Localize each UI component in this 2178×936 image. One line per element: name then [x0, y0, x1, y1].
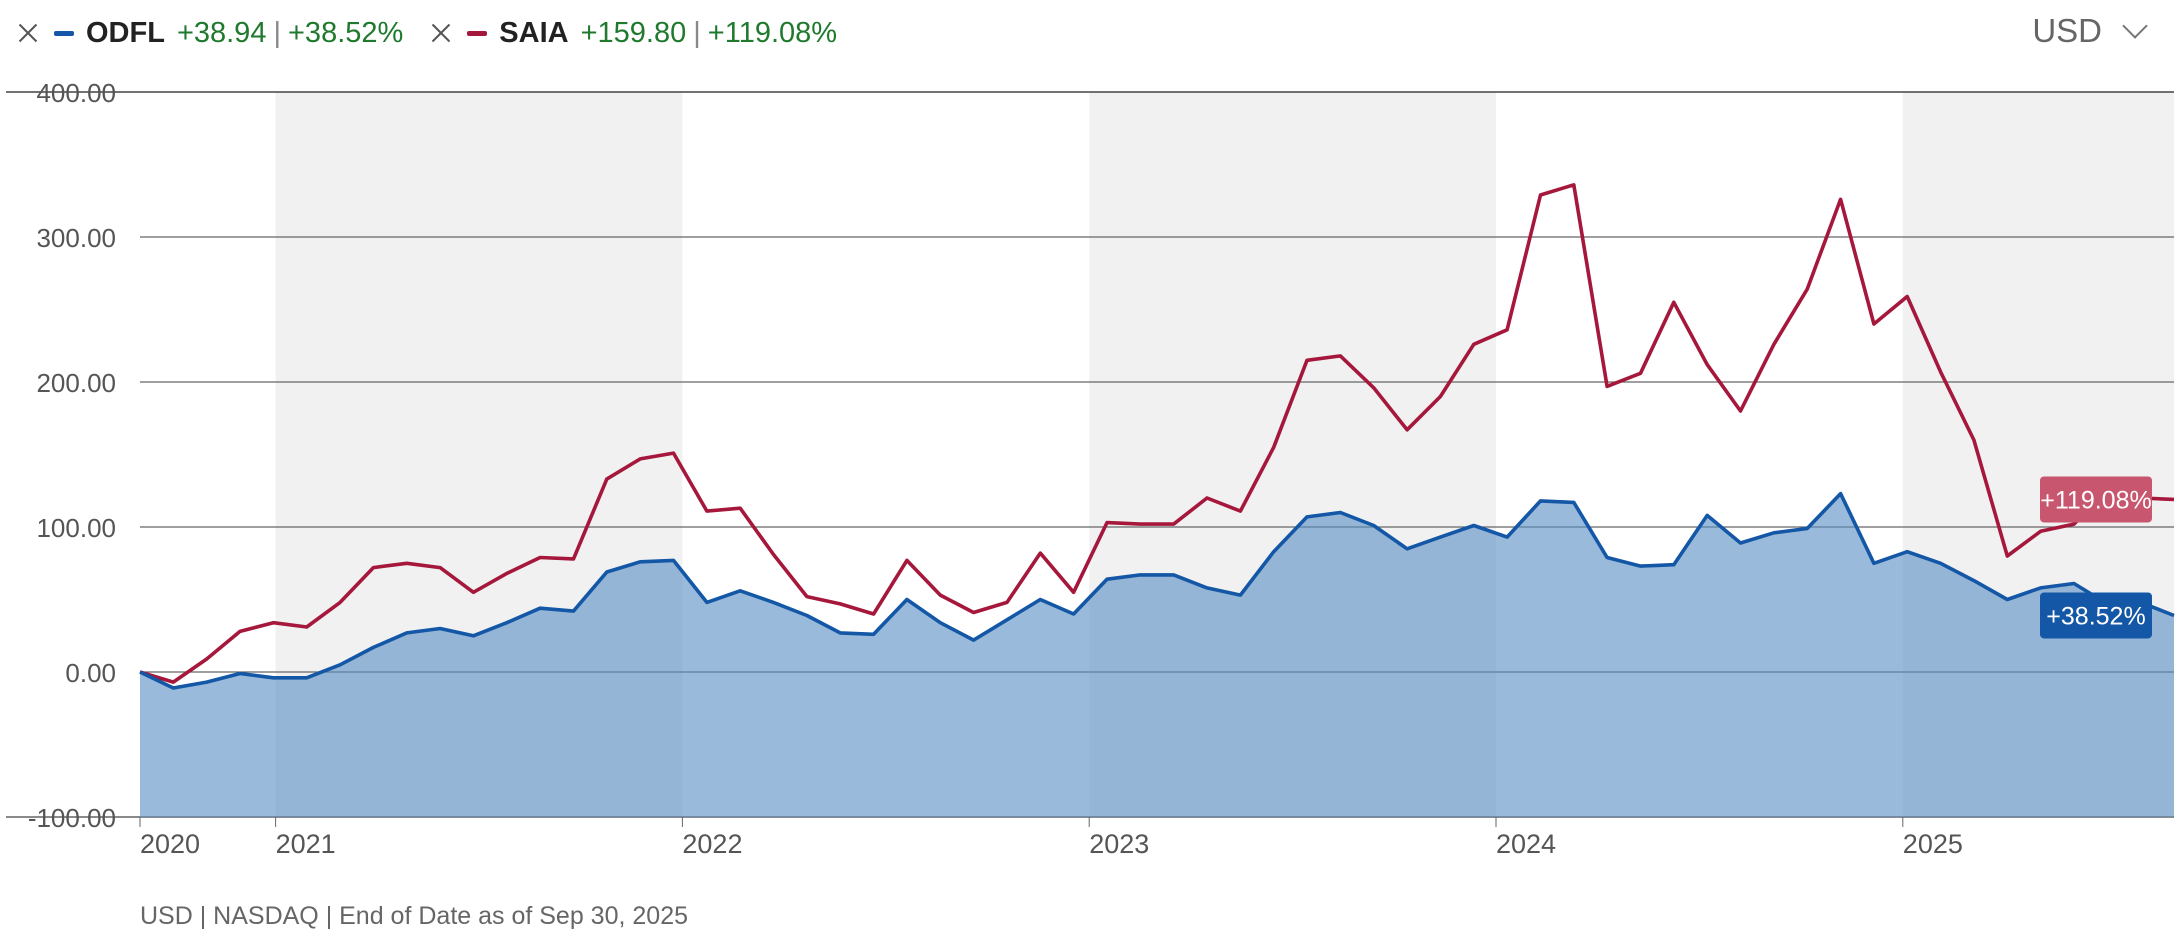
odfl-area-fill [140, 493, 2174, 817]
odfl-series-line [139, 491, 2175, 690]
y-tick-label: 300.00 [36, 223, 116, 253]
saia-change-pct: +119.08% [707, 16, 838, 49]
x-tick-label: 2023 [1089, 829, 1149, 859]
odfl-area [140, 493, 2174, 817]
odfl-badge [2040, 592, 2152, 639]
x-tick-label: 2024 [1496, 829, 1556, 859]
series-lines [139, 183, 2175, 690]
y-axis-labels: 400.00 300.00 200.00 100.00 0.00 -100.00 [28, 78, 116, 833]
x-tick-label: 2021 [276, 829, 336, 859]
x-axis-labels: 2020 2021 2022 2023 2024 2025 [139, 817, 1963, 859]
currency-selector[interactable]: USD [2032, 12, 2148, 50]
saia-badge [2040, 476, 2152, 523]
odfl-change-abs: +38.94 [176, 16, 267, 49]
y-tick-label: 100.00 [36, 513, 116, 543]
saia-series-swatch [467, 30, 488, 36]
x-tick-label: 2022 [682, 829, 742, 859]
saia-change-abs: +159.80 [580, 16, 687, 49]
legend-item-odfl: ODFL +38.94 | +38.52% [16, 17, 403, 50]
odfl-ticker: ODFL [86, 16, 165, 49]
end-value-badges: +119.08% +38.52% [2040, 476, 2152, 639]
odfl-series-swatch [54, 30, 74, 36]
legend-separator: | [273, 16, 281, 49]
odfl-badge-label: +38.52% [2046, 602, 2145, 630]
y-tick-label: -100.00 [28, 803, 116, 833]
footer-note: USD | NASDAQ | End of Date as of Sep 30,… [140, 902, 688, 930]
legend-item-saia: SAIA +159.80 | +119.08% [429, 17, 837, 50]
saia-badge-label: +119.08% [2040, 486, 2151, 514]
x-tick-label: 2025 [1903, 829, 1963, 859]
saia-series-line [139, 183, 2175, 684]
legend-separator: | [693, 16, 701, 49]
y-tick-label: 400.00 [36, 78, 116, 108]
legend: ODFL +38.94 | +38.52% SAIA +159.80 | +11… [0, 8, 837, 58]
odfl-change-pct: +38.52% [288, 16, 404, 49]
performance-chart: 400.00 300.00 200.00 100.00 0.00 -100.00 2020… [6, 78, 2175, 859]
saia-ticker: SAIA [499, 16, 569, 49]
y-tick-label: 200.00 [36, 368, 116, 398]
y-tick-label: 0.00 [65, 658, 116, 688]
x-tick-label: 2020 [140, 829, 200, 859]
currency-value: USD [2032, 12, 2102, 49]
